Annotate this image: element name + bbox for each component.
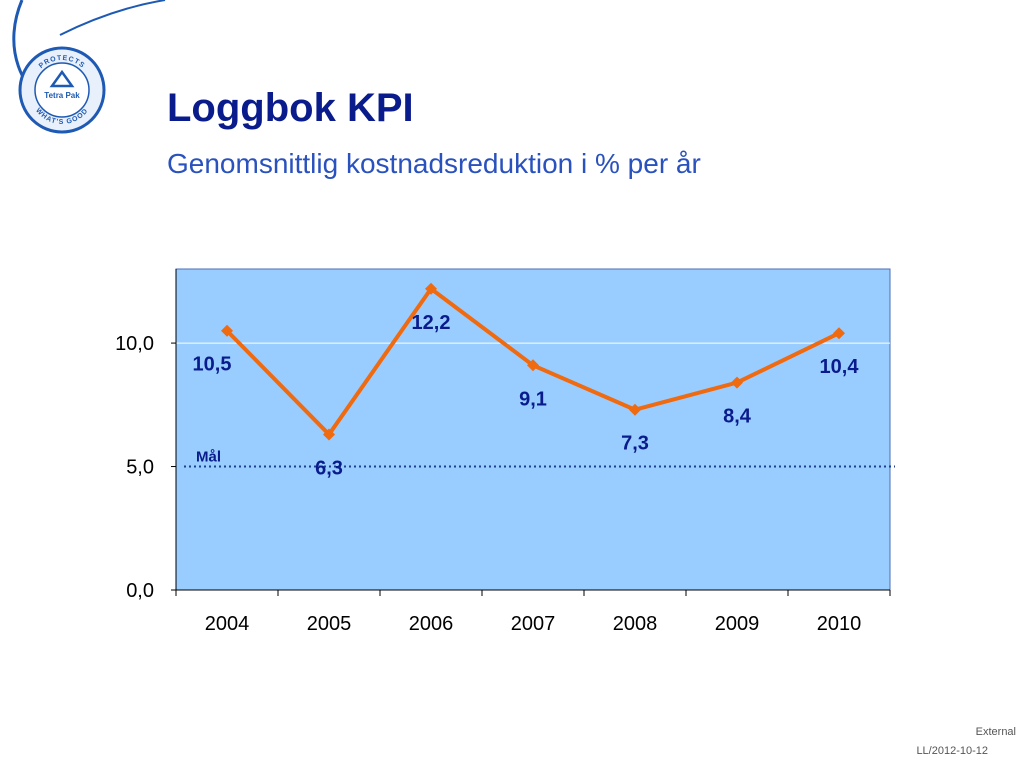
x-tick-label: 2008: [613, 613, 658, 635]
logo-swoosh-icon: [59, 0, 166, 36]
data-label: 7,3: [621, 433, 649, 455]
data-point: [221, 324, 233, 337]
plot-area: [175, 268, 891, 591]
logo-brand-text: Tetra Pak: [44, 91, 80, 100]
x-tick-label: 2005: [307, 613, 352, 635]
footer-classification: External: [975, 726, 1016, 738]
x-tick-label: 2007: [511, 613, 556, 635]
footer-reference: LL/2012-10-12: [916, 745, 988, 757]
data-point: [629, 403, 641, 416]
y-tick-label: 0,0: [126, 580, 154, 602]
y-tick-label: 5,0: [126, 457, 154, 479]
data-point: [833, 327, 845, 340]
x-tick-label: 2004: [205, 613, 250, 635]
data-point: [323, 428, 335, 441]
data-point: [425, 282, 437, 295]
data-point: [527, 359, 539, 372]
data-label: 9,1: [519, 388, 547, 410]
x-tick-label: 2010: [817, 613, 862, 635]
data-point: [731, 376, 743, 389]
data-label: 8,4: [723, 406, 752, 428]
tetra-pak-triangle-icon: [49, 69, 75, 88]
slide-subtitle: Genomsnittlig kostnadsreduktion i % per …: [167, 148, 701, 179]
target-label: Mål: [196, 449, 221, 466]
data-label: 12,2: [412, 312, 451, 334]
x-tick-label: 2009: [715, 613, 760, 635]
tetra-pak-logo: PROTECTS WHAT'S GOOD Tetra Pak: [12, 0, 166, 134]
data-label: 10,4: [820, 356, 860, 378]
data-label: 10,5: [193, 354, 232, 376]
y-tick-label: 10,0: [115, 333, 154, 355]
slide-title: Loggbok KPI: [167, 86, 414, 130]
x-tick-label: 2006: [409, 613, 454, 635]
data-label: 6,3: [315, 457, 343, 479]
